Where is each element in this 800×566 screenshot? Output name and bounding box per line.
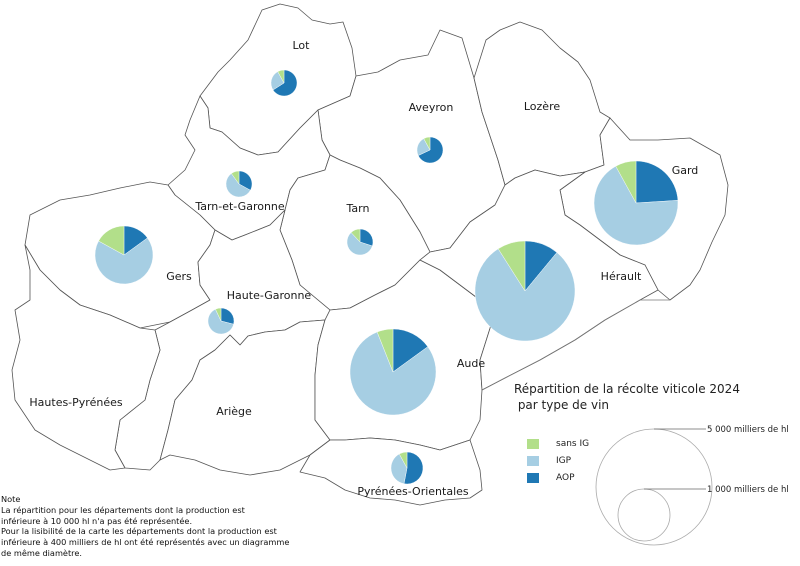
- note-line: de même diamètre.: [1, 547, 83, 558]
- pie-slice-sans-ig: [215, 307, 222, 322]
- pie-haute-garonne[interactable]: [207, 307, 235, 335]
- dept-label-lozere: Lozère: [524, 100, 560, 113]
- dept-label-gers: Gers: [166, 270, 192, 283]
- scale-label-1000: 1 000 milliers de hl: [707, 485, 789, 495]
- dept-label-pyrenees-orientales: Pyrénées-Orientales: [357, 485, 469, 498]
- pie-slice-igp: [346, 232, 373, 256]
- dept-label-lot: Lot: [293, 39, 311, 52]
- dept-label-aude: Aude: [457, 357, 485, 370]
- dept-label-herault: Hérault: [601, 270, 642, 283]
- scale-circle-1000: [617, 488, 671, 542]
- pie-slice-sans-ig: [98, 225, 125, 256]
- pie-slice-sans-ig: [350, 228, 361, 243]
- dept-shape-hautes-pyrenees[interactable]: [11, 244, 161, 471]
- pie-slice-aop: [417, 136, 444, 164]
- pie-slice-aop: [359, 228, 374, 247]
- note-title: Note: [1, 494, 21, 504]
- legend-label: AOP: [556, 473, 575, 483]
- note-line: inférieure à 400 milliers de hl ont été …: [1, 537, 290, 548]
- pie-slice-igp: [390, 453, 408, 484]
- pie-slice-sans-ig: [423, 136, 431, 151]
- legend-title: Répartition de la récolte viticole 2024 …: [514, 381, 740, 413]
- pie-charts: [94, 69, 679, 485]
- swatch-igp: [527, 456, 539, 466]
- legend-label: IGP: [556, 456, 572, 466]
- dept-label-haute-garonne: Haute-Garonne: [227, 289, 312, 302]
- pie-slice-sans-ig: [376, 328, 394, 373]
- note-line: inférieure à 10 000 hl n'a pas été repré…: [1, 515, 193, 526]
- scale-circle-5000: [595, 428, 713, 546]
- pie-slice-sans-ig: [399, 451, 408, 469]
- dept-shape-ariege[interactable]: [159, 319, 331, 476]
- dept-label-ariege: Ariège: [216, 405, 252, 418]
- pie-pyr-n-es-orientales[interactable]: [390, 451, 424, 485]
- swatch-aop: [527, 473, 539, 483]
- dept-label-hautes-pyrenees: Hautes-Pyrénées: [29, 396, 122, 409]
- pie-slice-igp: [225, 173, 251, 198]
- legend: sans IG IGP AOP: [527, 436, 589, 487]
- dept-label-tarn: Tarn: [346, 202, 370, 215]
- legend-label: sans IG: [556, 439, 590, 449]
- legend-title-line1: Répartition de la récolte viticole 2024: [514, 382, 740, 396]
- note-line: La répartition pour les départements don…: [1, 504, 245, 515]
- pie-slice-sans-ig: [615, 160, 637, 204]
- size-legend: 5 000 milliers de hl 1 000 milliers de h…: [595, 425, 789, 546]
- pie-slice-igp: [474, 248, 576, 342]
- legend-title-line2: par type de vin: [514, 398, 610, 412]
- pie-slice-sans-ig: [497, 240, 526, 292]
- pie-slice-aop: [635, 160, 679, 204]
- dept-shape-pyrenees-orientales[interactable]: [299, 437, 483, 506]
- note-line: Pour la lisibilité de la carte les dépar…: [1, 526, 277, 537]
- pie-slice-sans-ig: [277, 69, 285, 84]
- pie-h-rault[interactable]: [474, 240, 576, 342]
- pie-lot[interactable]: [270, 69, 298, 97]
- swatch-sans-ig: [527, 439, 539, 449]
- pie-gers[interactable]: [94, 225, 154, 285]
- legend-item-sans-ig: sans IG: [527, 436, 589, 452]
- coastline: [481, 299, 670, 391]
- dept-label-aveyron: Aveyron: [409, 101, 454, 114]
- scale-label-5000: 5 000 milliers de hl: [707, 425, 789, 435]
- pie-slice-aop: [403, 451, 424, 485]
- pie-slice-aop: [238, 170, 253, 191]
- pie-slice-igp: [94, 237, 154, 285]
- pie-aveyron[interactable]: [416, 136, 444, 164]
- dept-label-tarn-et-garonne: Tarn-et-Garonne: [194, 200, 285, 213]
- pie-tarn-et-garonne[interactable]: [225, 170, 253, 198]
- pie-slice-aop: [272, 69, 298, 97]
- pie-aude[interactable]: [349, 328, 437, 416]
- pie-slice-igp: [349, 331, 437, 416]
- department-labels: Lot Aveyron Lozère Gard Tarn-et-Garonne Tarn G…: [29, 39, 698, 498]
- pie-slice-sans-ig: [231, 170, 240, 185]
- pie-tarn[interactable]: [346, 228, 374, 256]
- note-block: Note La répartition pour les département…: [1, 494, 301, 559]
- pie-gard[interactable]: [593, 160, 679, 246]
- pie-slice-igp: [593, 165, 679, 246]
- pie-slice-igp: [207, 308, 234, 335]
- dept-label-gard: Gard: [672, 164, 699, 177]
- legend-item-aop: AOP: [527, 470, 589, 486]
- legend-item-igp: IGP: [527, 453, 589, 469]
